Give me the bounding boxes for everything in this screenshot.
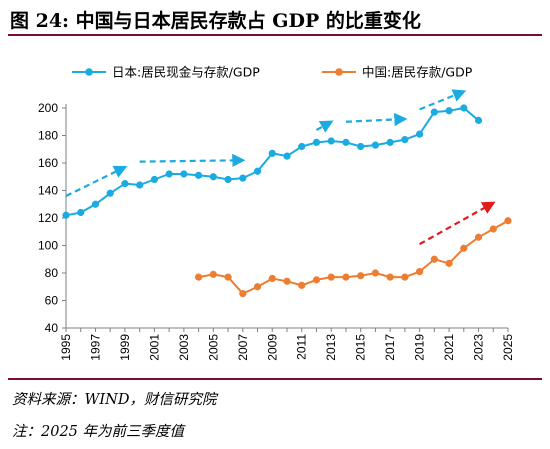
data-point-japan (371, 141, 379, 149)
data-point-china (342, 273, 350, 281)
footnote: 注：2025 年为前三季度值 (12, 424, 185, 440)
y-tick-label: 100 (38, 239, 58, 253)
series-layer (62, 104, 512, 298)
data-point-japan (253, 167, 262, 175)
data-point-japan (474, 116, 483, 124)
legend: 日本:居民现金与存款/GDP 中国:居民存款/GDP (72, 65, 473, 80)
data-point-china (430, 255, 438, 263)
x-tick-label: 1997 (88, 334, 102, 361)
data-point-china (489, 225, 497, 233)
data-point-china (224, 273, 232, 281)
data-point-china (386, 273, 394, 281)
data-point-japan (327, 137, 335, 145)
data-point-japan (62, 211, 70, 219)
data-point-japan (268, 149, 276, 157)
y-tick-label: 200 (38, 101, 58, 115)
legend-marker (85, 68, 93, 76)
data-point-china (401, 273, 409, 281)
source-note: 资料来源：WIND，财信研究院 (12, 392, 217, 408)
x-tick-label: 2009 (265, 334, 279, 361)
series-line-japan (65, 106, 480, 217)
y-tick-label: 140 (38, 184, 58, 198)
data-point-china (283, 277, 291, 285)
data-point-china (312, 276, 321, 284)
y-tick-label: 80 (45, 266, 59, 280)
data-point-china (298, 281, 306, 289)
data-point-japan (445, 107, 453, 115)
data-point-japan (239, 174, 247, 182)
x-tick-label: 2021 (442, 334, 456, 361)
data-point-japan (342, 138, 350, 146)
x-tick-label: 2019 (413, 334, 427, 361)
y-tick-label: 180 (38, 129, 58, 143)
data-point-japan (121, 180, 129, 188)
data-point-japan (460, 104, 468, 112)
japan-trend-arrow (419, 89, 467, 111)
data-point-japan (283, 152, 291, 160)
legend-label: 日本:居民现金与存款/GDP (112, 65, 260, 80)
chart-title: 图 24: 中国与日本居民存款占 GDP 的比重变化 (10, 10, 421, 32)
x-tick-label: 2001 (147, 334, 161, 361)
trend-arrows (65, 89, 496, 246)
data-point-china (195, 273, 203, 281)
data-point-japan (77, 208, 85, 217)
data-point-japan (136, 181, 144, 189)
series-line-china (198, 219, 509, 295)
x-tick-label: 2011 (295, 334, 309, 360)
y-tick-label: 40 (45, 321, 59, 335)
line-chart: 40 60 80 100 120 140 160 180 200 1995 1997 1999 2001… (38, 65, 515, 361)
data-point-china (474, 233, 483, 241)
japan-trend-arrow (139, 153, 246, 167)
data-point-japan (209, 173, 217, 181)
data-point-japan (150, 175, 158, 184)
data-point-japan (401, 136, 409, 144)
x-tick-label: 2017 (383, 334, 397, 361)
data-point-china (268, 274, 276, 283)
y-tick-label: 120 (38, 211, 58, 225)
y-tick-label: 160 (38, 156, 58, 170)
x-tick-label: 2003 (177, 334, 191, 361)
data-point-japan (106, 189, 114, 197)
data-point-china (209, 270, 217, 278)
japan-trend-arrow (315, 120, 334, 133)
y-tick-label: 60 (45, 294, 59, 308)
data-point-china (504, 217, 512, 225)
data-point-japan (386, 138, 394, 146)
data-point-japan (180, 170, 188, 178)
footer-divider (8, 378, 542, 380)
japan-trend-arrow (345, 112, 408, 127)
data-point-japan (312, 138, 321, 146)
data-point-japan (298, 142, 306, 151)
data-point-china (416, 268, 424, 276)
china-trend-arrow (419, 201, 496, 246)
japan-trend-arrow (65, 165, 128, 197)
x-tick-label: 2005 (206, 334, 220, 361)
x-tick-label: 1999 (118, 334, 132, 361)
title-divider (8, 34, 542, 36)
data-point-china (239, 290, 247, 298)
axes: 40 60 80 100 120 140 160 180 200 1995 1997 1999 2001… (38, 101, 515, 361)
data-point-japan (430, 108, 438, 116)
legend-label: 中国:居民存款/GDP (362, 65, 473, 80)
x-tick-label: 2015 (354, 334, 368, 361)
data-point-japan (357, 142, 365, 151)
x-tick-label: 1995 (59, 334, 73, 361)
data-point-china (445, 259, 453, 267)
data-point-japan (224, 175, 232, 184)
x-tick-label: 2007 (236, 334, 250, 361)
x-tick-label: 2013 (324, 334, 338, 361)
data-point-china (371, 269, 379, 277)
legend-marker (335, 68, 343, 76)
data-point-japan (416, 130, 424, 138)
data-point-japan (91, 200, 100, 208)
data-point-china (357, 272, 365, 280)
x-tick-label: 2023 (472, 334, 486, 361)
data-point-japan (195, 171, 203, 179)
data-point-china (253, 283, 262, 291)
x-tick-label: 2025 (501, 334, 515, 361)
data-point-japan (165, 170, 173, 178)
data-point-china (460, 244, 468, 252)
data-point-china (327, 273, 335, 281)
